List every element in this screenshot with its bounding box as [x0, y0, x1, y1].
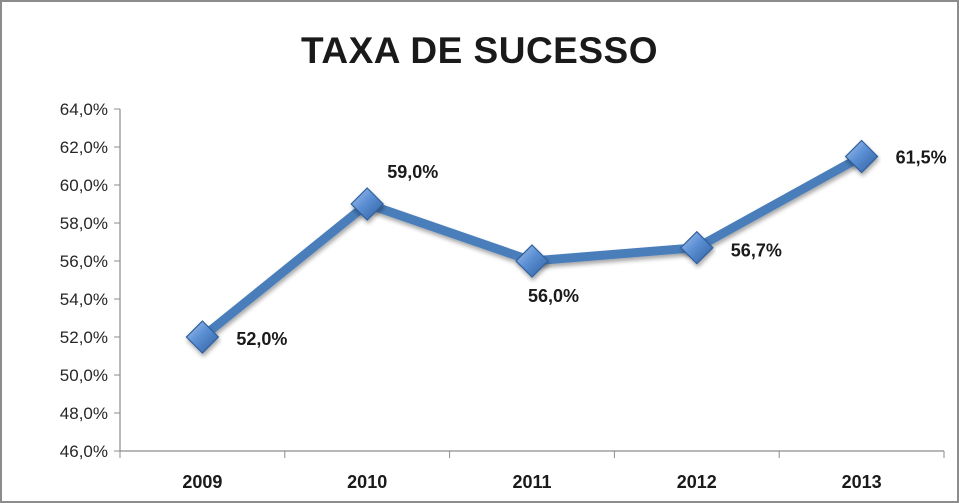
x-tick-label: 2011 [512, 472, 551, 492]
data-label: 61,5% [896, 148, 947, 168]
data-label: 56,0% [528, 286, 579, 306]
y-tick-label: 48,0% [60, 404, 108, 423]
data-point-marker [515, 244, 549, 278]
y-tick-label: 52,0% [60, 328, 108, 347]
chart-title: TAXA DE SUCESSO [301, 30, 658, 71]
y-tick-label: 54,0% [60, 290, 108, 309]
data-point-marker [844, 139, 879, 174]
data-label: 52,0% [236, 329, 287, 349]
data-point-marker [350, 187, 385, 221]
data-label: 59,0% [387, 162, 438, 182]
y-tick-label: 64,0% [60, 100, 108, 119]
y-tick-label: 46,0% [60, 442, 108, 461]
x-tick-label: 2012 [677, 472, 717, 492]
x-tick-label: 2013 [842, 472, 882, 492]
y-tick-label: 62,0% [60, 138, 108, 157]
data-point-marker [185, 320, 220, 354]
data-label: 56,7% [731, 241, 782, 261]
data-point-marker [679, 230, 714, 265]
y-tick-label: 60,0% [60, 176, 108, 195]
y-tick-label: 56,0% [60, 252, 108, 271]
y-tick-label: 58,0% [60, 214, 108, 233]
x-tick-label: 2009 [182, 472, 222, 492]
y-tick-label: 50,0% [60, 366, 108, 385]
x-tick-label: 2010 [347, 472, 387, 492]
